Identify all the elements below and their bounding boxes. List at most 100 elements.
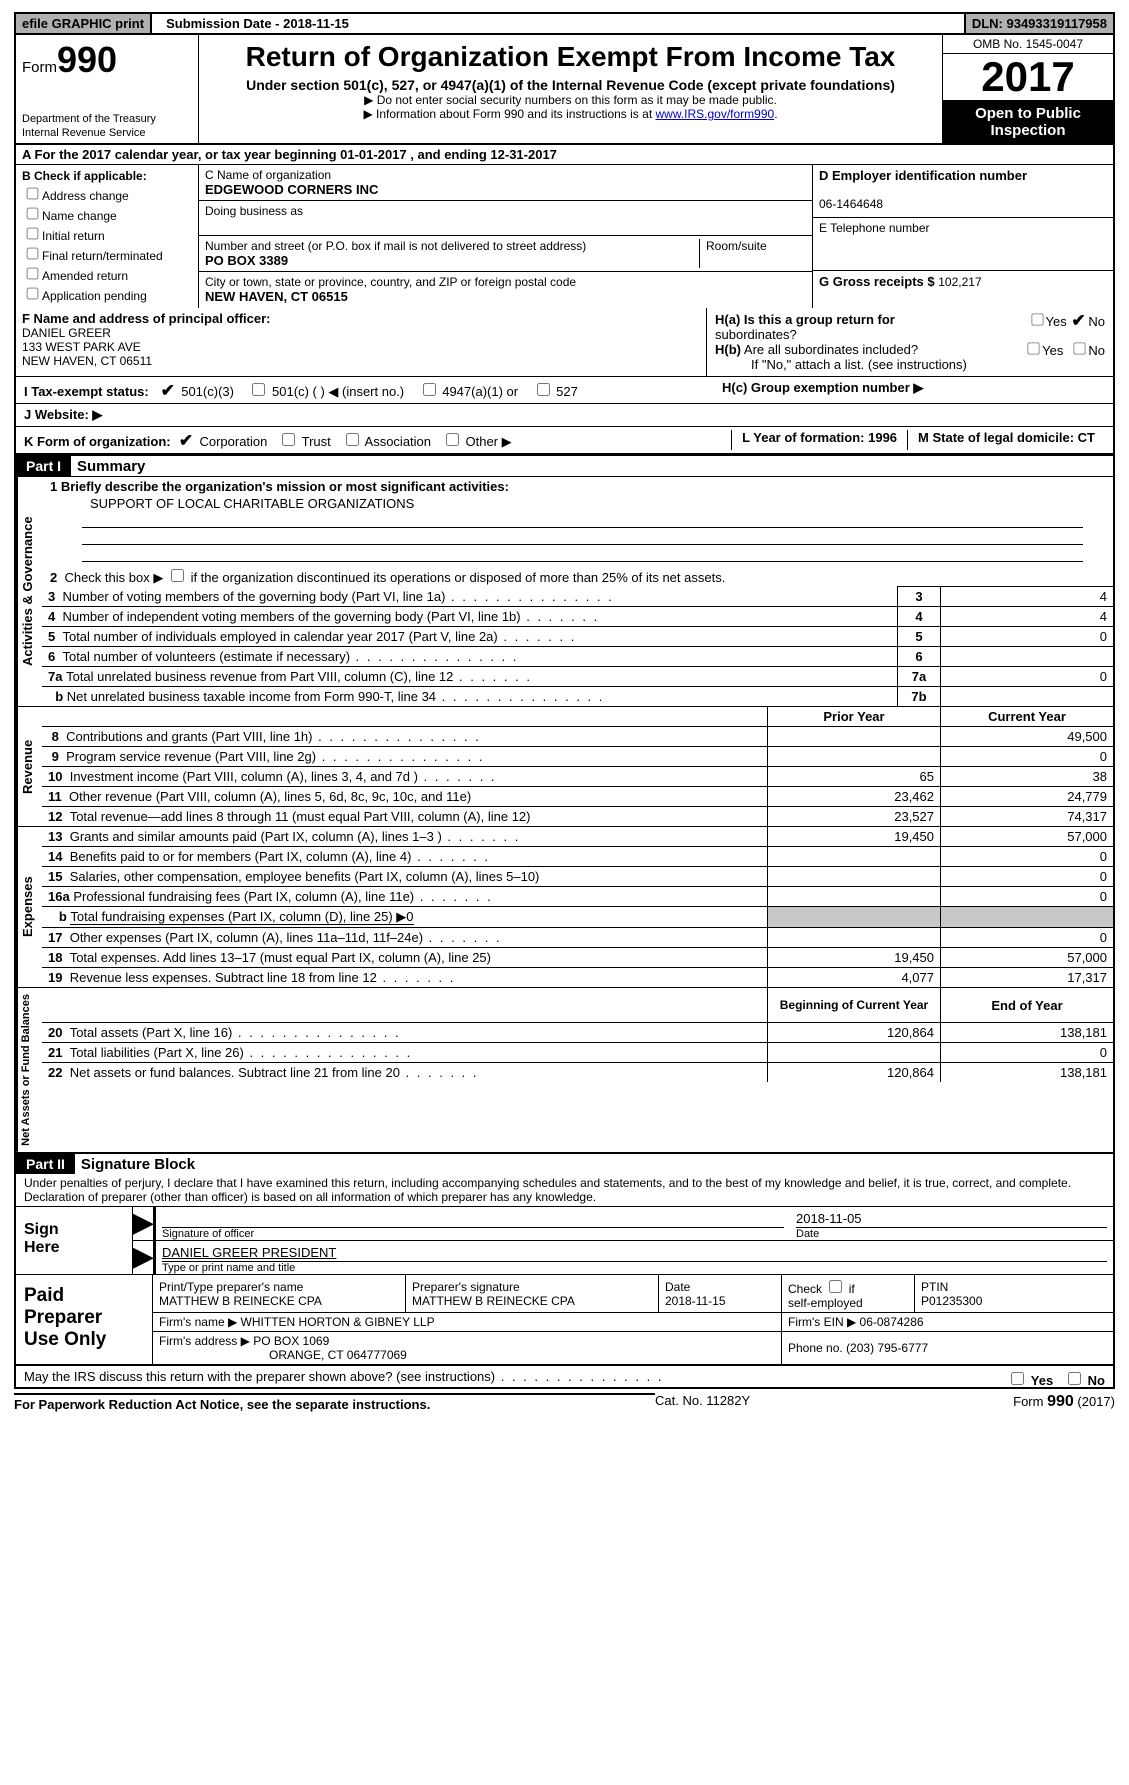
table-row: 4 Number of independent voting members o…	[42, 607, 1113, 627]
501c3-checked-icon	[160, 385, 178, 399]
city-state-zip: NEW HAVEN, CT 06515	[205, 289, 348, 304]
line-1-value: SUPPORT OF LOCAL CHARITABLE ORGANIZATION…	[42, 494, 1113, 511]
section-fgh: F Name and address of principal officer:…	[14, 308, 1115, 377]
row-i-tax-status: I Tax-exempt status: 501(c)(3) 501(c) ( …	[14, 377, 1115, 404]
hb-yes[interactable]	[1027, 343, 1039, 355]
cb-address-change[interactable]: Address change	[22, 184, 192, 203]
ein-value: 06-1464648	[819, 197, 883, 211]
col-d-right: D Employer identification number 06-1464…	[813, 165, 1113, 308]
ul3	[82, 547, 1083, 562]
h-b-row: H(b) Are all subordinates included? YesN…	[715, 342, 1105, 357]
arrow-icon: ▶	[133, 1241, 156, 1274]
submission-date: Submission Date - 2018-11-15	[160, 14, 355, 33]
header-row: Form990 Department of the Treasury Inter…	[14, 35, 1115, 145]
table-row: 6 Total number of volunteers (estimate i…	[42, 647, 1113, 667]
org-name: EDGEWOOD CORNERS INC	[205, 182, 378, 197]
l-year-formation: L Year of formation: 1996	[731, 430, 907, 450]
efile-button[interactable]: efile GRAPHIC print	[16, 14, 152, 33]
instructions-link-row: ▶ Information about Form 990 and its ins…	[209, 107, 932, 121]
table-revenue: Prior YearCurrent Year 8 Contributions a…	[42, 707, 1113, 826]
irs-link[interactable]: www.IRS.gov/form990	[655, 107, 774, 121]
cb-discuss-no[interactable]	[1068, 1372, 1081, 1385]
ein-cell: D Employer identification number 06-1464…	[813, 165, 1113, 218]
vlabel-ag: Activities & Governance	[16, 477, 42, 706]
cb-amended-return[interactable]: Amended return	[22, 264, 192, 283]
table-row: 21 Total liabilities (Part X, line 26)0	[42, 1043, 1113, 1063]
cb-self-employed[interactable]	[829, 1280, 842, 1293]
pra-notice: For Paperwork Reduction Act Notice, see …	[14, 1393, 655, 1412]
cb-4947[interactable]	[423, 383, 436, 396]
cb-discontinued[interactable]	[171, 569, 184, 582]
cb-527[interactable]	[537, 383, 550, 396]
city-cell: City or town, state or province, country…	[199, 272, 812, 307]
form-subtitle: Under section 501(c), 527, or 4947(a)(1)…	[209, 77, 932, 93]
paid-preparer-label: PaidPreparerUse Only	[16, 1275, 153, 1364]
cb-association[interactable]	[346, 433, 359, 446]
header-left: Form990 Department of the Treasury Inter…	[16, 35, 199, 143]
row-a-tax-year: A For the 2017 calendar year, or tax yea…	[14, 145, 1115, 165]
table-row: 9 Program service revenue (Part VIII, li…	[42, 747, 1113, 767]
top-bar: efile GRAPHIC print Submission Date - 20…	[14, 12, 1115, 35]
ha-no-checked-icon	[1070, 315, 1088, 329]
gross-receipts-value: 102,217	[938, 275, 981, 289]
table-net-assets: Beginning of Current YearEnd of Year 20 …	[42, 988, 1113, 1082]
street-cell: Number and street (or P.O. box if mail i…	[199, 236, 812, 272]
paid-preparer-block: PaidPreparerUse Only Print/Type preparer…	[14, 1275, 1115, 1366]
officer-addr1: 133 WEST PARK AVE	[22, 340, 141, 354]
gross-receipts-cell: G Gross receipts $ 102,217	[813, 271, 1113, 292]
vlabel-na: Net Assets or Fund Balances	[16, 988, 42, 1152]
section-net-assets: Net Assets or Fund Balances Beginning of…	[14, 988, 1115, 1154]
discuss-row: May the IRS discuss this return with the…	[14, 1366, 1115, 1388]
col-h: H(a) Is this a group return for Yes No s…	[707, 308, 1113, 376]
table-row: 8 Contributions and grants (Part VIII, l…	[42, 727, 1113, 747]
cb-name-change[interactable]: Name change	[22, 204, 192, 223]
open-to-public: Open to PublicInspection	[943, 101, 1113, 143]
section-activities-governance: Activities & Governance 1 Briefly descri…	[14, 477, 1115, 707]
table-row: 11 Other revenue (Part VIII, column (A),…	[42, 787, 1113, 807]
table-row: 13 Grants and similar amounts paid (Part…	[42, 827, 1113, 847]
form-990-page: efile GRAPHIC print Submission Date - 20…	[0, 0, 1129, 1428]
cb-final-return[interactable]: Final return/terminated	[22, 244, 192, 263]
hb-no[interactable]	[1074, 343, 1086, 355]
table-row: 18 Total expenses. Add lines 13–17 (must…	[42, 948, 1113, 968]
perjury-text: Under penalties of perjury, I declare th…	[16, 1174, 1113, 1206]
preparer-date: 2018-11-15	[665, 1294, 726, 1308]
line-1: 1 Briefly describe the organization's mi…	[42, 477, 1113, 494]
cb-application-pending[interactable]: Application pending	[22, 284, 192, 303]
cb-501c[interactable]	[252, 383, 265, 396]
omb-number: OMB No. 1545-0047	[943, 35, 1113, 54]
phone-cell: E Telephone number	[813, 218, 1113, 271]
table-row: 14 Benefits paid to or for members (Part…	[42, 847, 1113, 867]
ptin-value: P01235300	[921, 1294, 982, 1308]
col-f: F Name and address of principal officer:…	[16, 308, 707, 376]
cb-other[interactable]	[446, 433, 459, 446]
header-mid: Return of Organization Exempt From Incom…	[199, 35, 942, 143]
table-row: 20 Total assets (Part X, line 16)120,864…	[42, 1023, 1113, 1043]
sign-here-label: SignHere	[16, 1207, 133, 1274]
table-row: 7a Total unrelated business revenue from…	[42, 667, 1113, 687]
preparer-signature: MATTHEW B REINECKE CPA	[412, 1294, 575, 1308]
h-c-row: H(c) Group exemption number ▶	[714, 380, 1105, 400]
cb-initial-return[interactable]: Initial return	[22, 224, 192, 243]
preparer-table: Print/Type preparer's nameMATTHEW B REIN…	[153, 1275, 1113, 1364]
preparer-name: MATTHEW B REINECKE CPA	[159, 1294, 322, 1308]
m-state-domicile: M State of legal domicile: CT	[907, 430, 1105, 450]
ssn-warning: ▶ Do not enter social security numbers o…	[209, 93, 932, 107]
footer-row: For Paperwork Reduction Act Notice, see …	[14, 1388, 1115, 1416]
dba-cell: Doing business as	[199, 201, 812, 236]
tax-year: 2017	[943, 54, 1113, 101]
sign-here-row: SignHere ▶ Signature of officer 2018-11-…	[16, 1206, 1113, 1274]
officer-signature-name: DANIEL GREER PRESIDENT	[162, 1241, 1107, 1262]
cb-discuss-yes[interactable]	[1011, 1372, 1024, 1385]
h-a-row: H(a) Is this a group return for Yes No s…	[715, 312, 1105, 342]
table-row: b Total fundraising expenses (Part IX, c…	[42, 907, 1113, 928]
dept-treasury: Department of the Treasury	[22, 113, 156, 125]
firm-ein: 06-0874286	[860, 1315, 924, 1329]
ha-yes[interactable]	[1031, 314, 1043, 326]
signature-block: Under penalties of perjury, I declare th…	[14, 1174, 1115, 1275]
table-row: 3 Number of voting members of the govern…	[42, 587, 1113, 607]
cb-trust[interactable]	[282, 433, 295, 446]
table-row: Print/Type preparer's nameMATTHEW B REIN…	[153, 1275, 1113, 1313]
cat-no: Cat. No. 11282Y	[655, 1393, 915, 1412]
col-c-org-info: C Name of organization EDGEWOOD CORNERS …	[199, 165, 813, 308]
